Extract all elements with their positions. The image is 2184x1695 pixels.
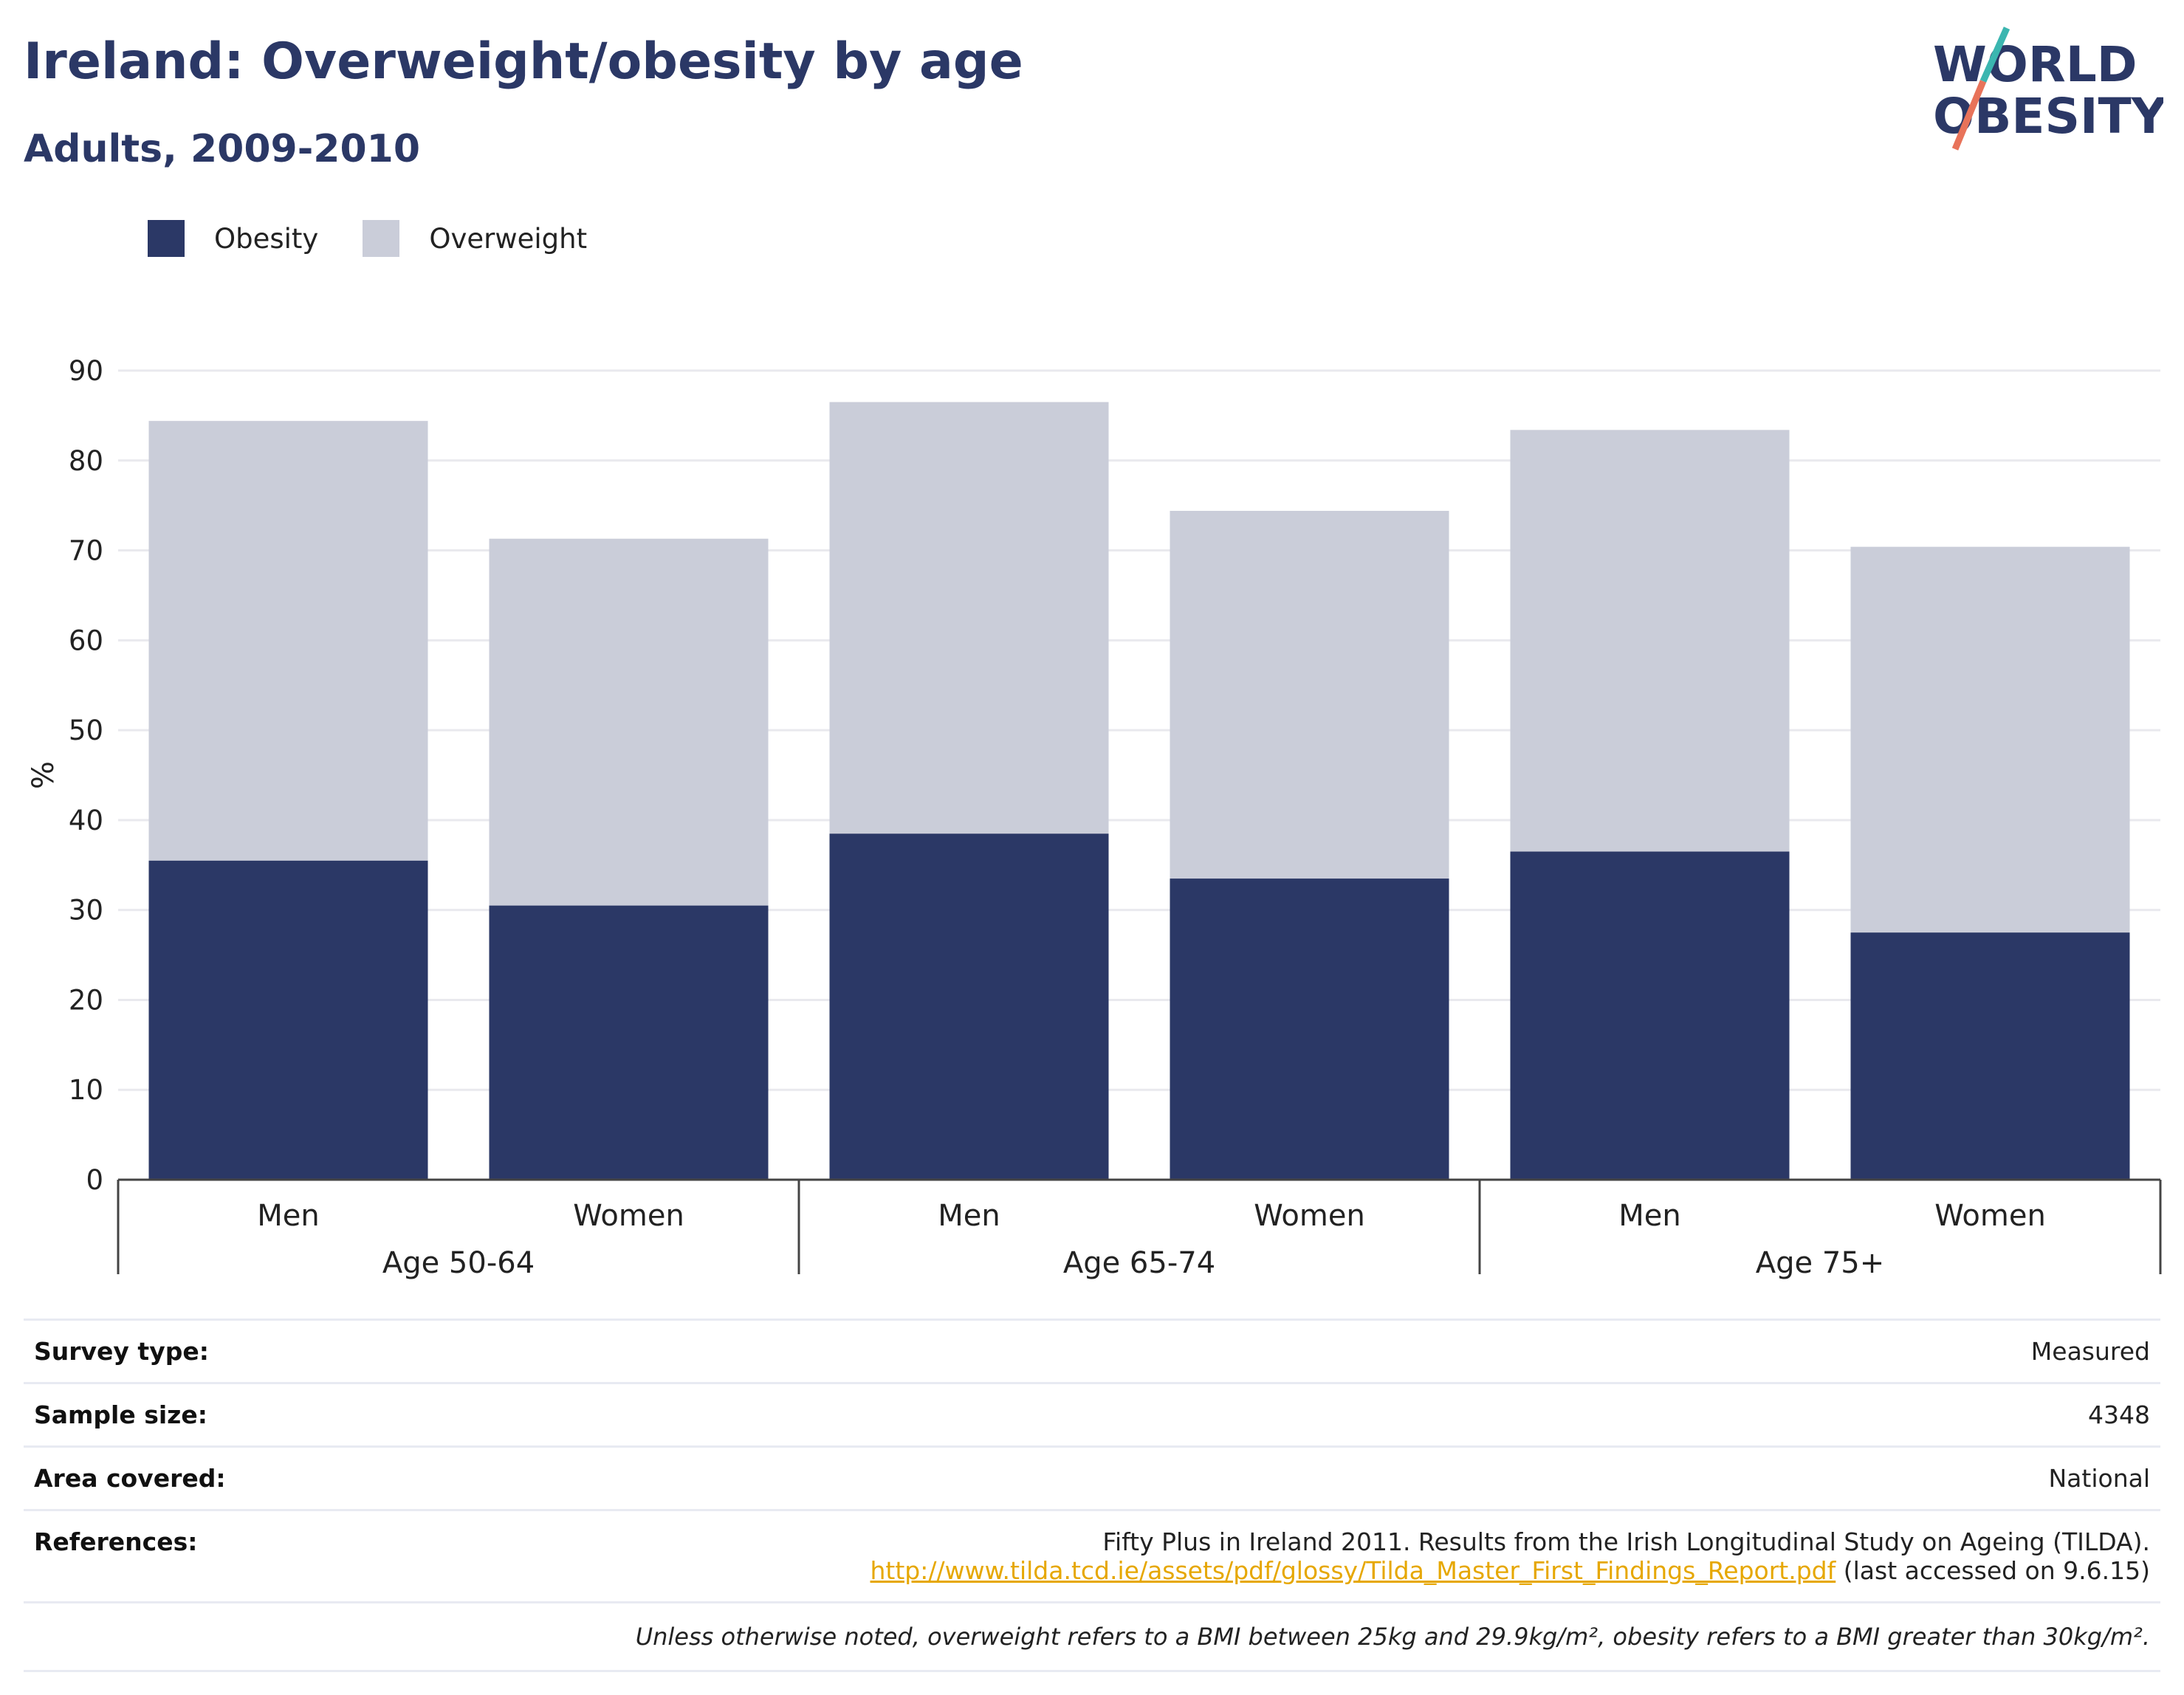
y-tick-label: 20: [69, 984, 103, 1016]
reference-link[interactable]: http://www.tilda.tcd.ie/assets/pdf/gloss…: [870, 1556, 1836, 1585]
bar-obesity-5: [1850, 932, 2130, 1180]
chart-title: Ireland: Overweight/obesity by age: [24, 32, 1023, 91]
legend-swatch-obesity: [148, 220, 185, 257]
y-tick-label: 30: [69, 895, 103, 926]
legend: Obesity Overweight: [148, 220, 631, 257]
reference-access-note: (last accessed on 9.6.15): [1843, 1556, 2150, 1585]
world-obesity-logo: WORLD OBESITY: [1933, 27, 2163, 151]
x-category-label: Men: [257, 1199, 319, 1233]
references-value: Fifty Plus in Ireland 2011. Results from…: [870, 1527, 2151, 1585]
logo-slash-coral: [1951, 80, 1987, 151]
bar-obesity-3: [1170, 879, 1449, 1180]
bar-obesity-1: [489, 905, 769, 1180]
info-row-area-covered: Area covered: National: [24, 1445, 2160, 1509]
y-tick-label: 60: [69, 625, 103, 656]
logo-word-world: WORLD: [1933, 36, 2137, 93]
bar-chart: 0 10 20 30 40 50 60 70 80 90% Men Women Men Women Men W…: [27, 355, 2162, 1280]
bar-overweight-2: [829, 402, 1109, 834]
area-covered-value: National: [2048, 1464, 2150, 1493]
info-row-survey-type: Survey type: Measured: [24, 1318, 2160, 1382]
references-label: References:: [34, 1527, 198, 1556]
y-tick-label: 0: [86, 1164, 103, 1196]
bar-overweight-5: [1850, 546, 2130, 933]
y-tick-label: 50: [69, 715, 103, 746]
legend-item-overweight[interactable]: Overweight: [363, 220, 587, 257]
area-covered-label: Area covered:: [34, 1464, 226, 1493]
legend-label-overweight: Overweight: [429, 222, 588, 255]
x-group-label: Age 65-74: [1063, 1246, 1215, 1280]
legend-swatch-overweight: [363, 220, 400, 257]
x-group-label: Age 50-64: [382, 1246, 535, 1280]
definition-note: Unless otherwise noted, overweight refer…: [24, 1601, 2160, 1672]
sample-size-label: Sample size:: [34, 1400, 207, 1429]
y-tick-label: 80: [69, 445, 103, 477]
x-category-label: Women: [1254, 1199, 1365, 1233]
y-tick-label: 90: [69, 355, 103, 387]
bar-overweight-3: [1170, 510, 1449, 879]
y-axis-label: %: [27, 761, 61, 789]
logo-slash-teal: [1979, 27, 2010, 83]
bar-overweight-4: [1510, 430, 1790, 852]
bar-overweight-1: [489, 538, 769, 906]
bar-obesity-4: [1510, 851, 1790, 1180]
x-category-label: Women: [1934, 1199, 2046, 1233]
info-row-references: References: Fifty Plus in Ireland 2011. …: [24, 1509, 2160, 1601]
survey-type-value: Measured: [2030, 1337, 2150, 1366]
x-category-label: Women: [573, 1199, 684, 1233]
reference-text: Fifty Plus in Ireland 2011. Results from…: [1102, 1527, 2150, 1556]
survey-type-label: Survey type:: [34, 1337, 209, 1366]
x-group-label: Age 75+: [1756, 1246, 1885, 1280]
info-table: Survey type: Measured Sample size: 4348 …: [24, 1318, 2160, 1672]
legend-item-obesity[interactable]: Obesity: [148, 220, 318, 257]
bar-overweight-0: [148, 421, 428, 861]
info-row-sample-size: Sample size: 4348: [24, 1382, 2160, 1445]
bar-obesity-2: [829, 833, 1109, 1180]
sample-size-value: 4348: [2088, 1400, 2150, 1429]
x-category-label: Men: [938, 1199, 1000, 1233]
y-tick-label: 40: [69, 805, 103, 836]
legend-label-obesity: Obesity: [214, 222, 319, 255]
y-tick-label: 10: [69, 1074, 103, 1106]
y-tick-label: 70: [69, 535, 103, 567]
bar-obesity-0: [148, 860, 428, 1180]
x-category-label: Men: [1618, 1199, 1680, 1233]
chart-subtitle: Adults, 2009-2010: [24, 127, 421, 171]
